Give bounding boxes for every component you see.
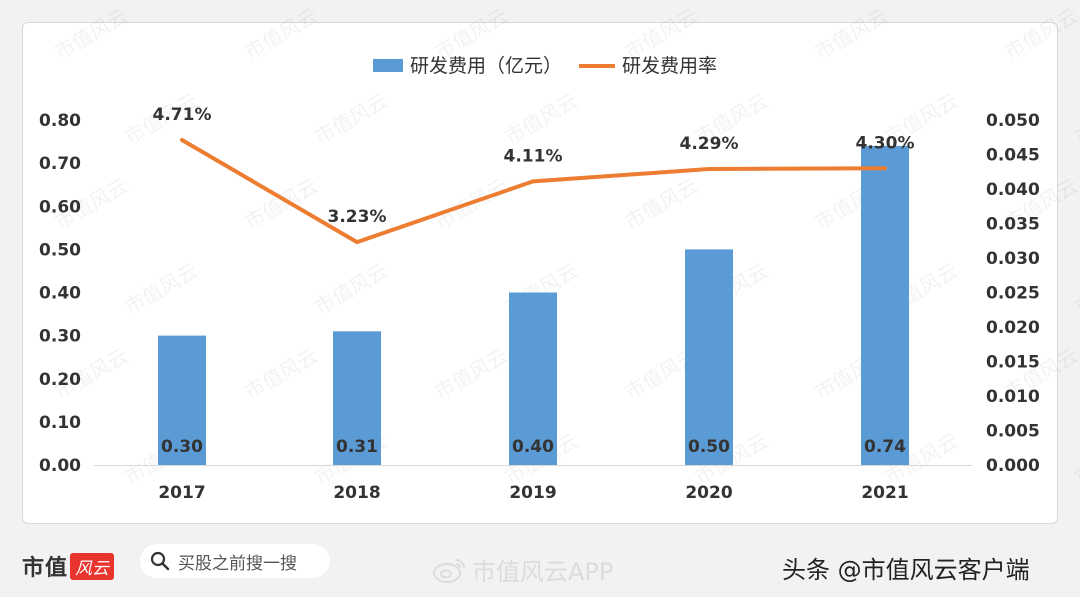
brand-name: 市值 — [22, 556, 69, 581]
right-axis-tick-label: 0.050 — [986, 111, 1040, 131]
x-axis-tick-label: 2017 — [158, 483, 205, 503]
weibo-icon — [433, 558, 465, 583]
watermark-text: 市值风云 — [241, 344, 322, 405]
bar-2020 — [685, 249, 733, 465]
bar-value-label: 0.50 — [688, 437, 730, 457]
left-axis-tick-label: 0.80 — [39, 111, 81, 131]
watermark-text: 市值风云 — [621, 174, 702, 235]
bar-value-label: 0.74 — [864, 437, 906, 457]
watermark-text: 市值风云 — [811, 4, 892, 65]
bar-series: 0.30 0.31 0.40 0.50 0.74 — [158, 145, 909, 465]
line-value-label: 4.71% — [153, 105, 212, 125]
right-axis-tick-label: 0.045 — [986, 146, 1040, 166]
left-axis-tick-label: 0.60 — [39, 197, 81, 217]
left-axis-tick-label: 0.50 — [39, 240, 81, 260]
search-icon — [150, 551, 170, 571]
line-value-label: 4.11% — [504, 146, 563, 166]
brand[interactable]: 市值 风云 — [22, 550, 115, 582]
right-axis-tick-label: 0.040 — [986, 180, 1040, 200]
watermark-text: 市值风云 — [121, 259, 202, 320]
watermark-text: 市值风云 — [311, 259, 392, 320]
line-value-label: 3.23% — [328, 207, 387, 227]
left-axis-tick-label: 0.20 — [39, 370, 81, 390]
left-axis-tick-label: 0.30 — [39, 327, 81, 347]
right-axis-tick-label: 0.010 — [986, 387, 1040, 407]
left-axis-tick-label: 0.40 — [39, 284, 81, 304]
x-axis-tick-label: 2018 — [333, 483, 380, 503]
right-axis-tick-label: 0.035 — [986, 215, 1040, 235]
search-placeholder: 买股之前搜一搜 — [178, 553, 297, 574]
line-value-label: 4.30% — [856, 133, 915, 153]
right-axis-tick-label: 0.015 — [986, 353, 1040, 373]
left-axis-tick-label: 0.70 — [39, 154, 81, 174]
footer: 市值 风云 买股之前搜一搜 市值风云APP 头条 @市值风云客户端 — [0, 530, 1080, 597]
bar-2017 — [158, 335, 206, 465]
chart-legend: 研发费用（亿元） 研发费用率 — [373, 55, 717, 77]
right-axis-tick-label: 0.025 — [986, 284, 1040, 304]
x-axis-tick-label: 2019 — [509, 483, 556, 503]
line-value-label: 4.29% — [680, 134, 739, 154]
watermark-text: 市值风云 — [311, 89, 392, 150]
legend-label-bar: 研发费用（亿元） — [410, 55, 562, 77]
watermark-text: 市值风云 — [241, 4, 322, 65]
bar-value-label: 0.40 — [512, 437, 554, 457]
legend-swatch-bar — [373, 59, 403, 72]
line-series: 4.71% 3.23% 4.11% 4.29% 4.30% — [153, 105, 915, 245]
weibo-watermark: 市值风云APP — [432, 552, 613, 587]
watermark-text: 市值风云 — [51, 4, 132, 65]
left-axis-tick-label: 0.00 — [39, 456, 81, 476]
bar-2019 — [509, 292, 557, 465]
bar-2021 — [861, 145, 909, 465]
search-bar[interactable]: 买股之前搜一搜 — [140, 544, 330, 578]
legend-label-line: 研发费用率 — [622, 55, 717, 77]
watermark-text: 市值风云 — [431, 344, 512, 405]
x-axis: 2017 2018 2019 2020 2021 — [94, 465, 972, 503]
x-axis-tick-label: 2021 — [861, 483, 908, 503]
watermark-text: 市值风云 — [1071, 259, 1080, 320]
x-axis-tick-label: 2020 — [685, 483, 732, 503]
bar-2018 — [333, 331, 381, 465]
watermark-text: 市值风云 — [1001, 4, 1080, 65]
brand-logo: 风云 — [70, 552, 115, 580]
watermark-text: 市值风云 — [501, 89, 582, 150]
right-axis-tick-label: 0.030 — [986, 249, 1040, 269]
right-axis-tick-label: 0.020 — [986, 318, 1040, 338]
right-axis-tick-label: 0.000 — [986, 456, 1040, 476]
right-axis-tick-label: 0.005 — [986, 422, 1040, 442]
bar-value-label: 0.31 — [336, 437, 378, 457]
left-axis: 0.00 0.10 0.20 0.30 0.40 0.50 0.60 0.70 0.80 — [39, 111, 81, 476]
left-axis-tick-label: 0.10 — [39, 413, 81, 433]
watermark-text: 市值风云 — [1071, 429, 1080, 490]
bar-value-label: 0.30 — [161, 437, 203, 457]
source-credit: 头条 @市值风云客户端 — [782, 556, 1030, 584]
weibo-mark-text: 市值风云APP — [472, 558, 614, 586]
watermark-text: 市值风云 — [1071, 89, 1080, 150]
right-axis: 0.000 0.005 0.010 0.015 0.020 0.025 0.030 0.035… — [986, 111, 1040, 476]
